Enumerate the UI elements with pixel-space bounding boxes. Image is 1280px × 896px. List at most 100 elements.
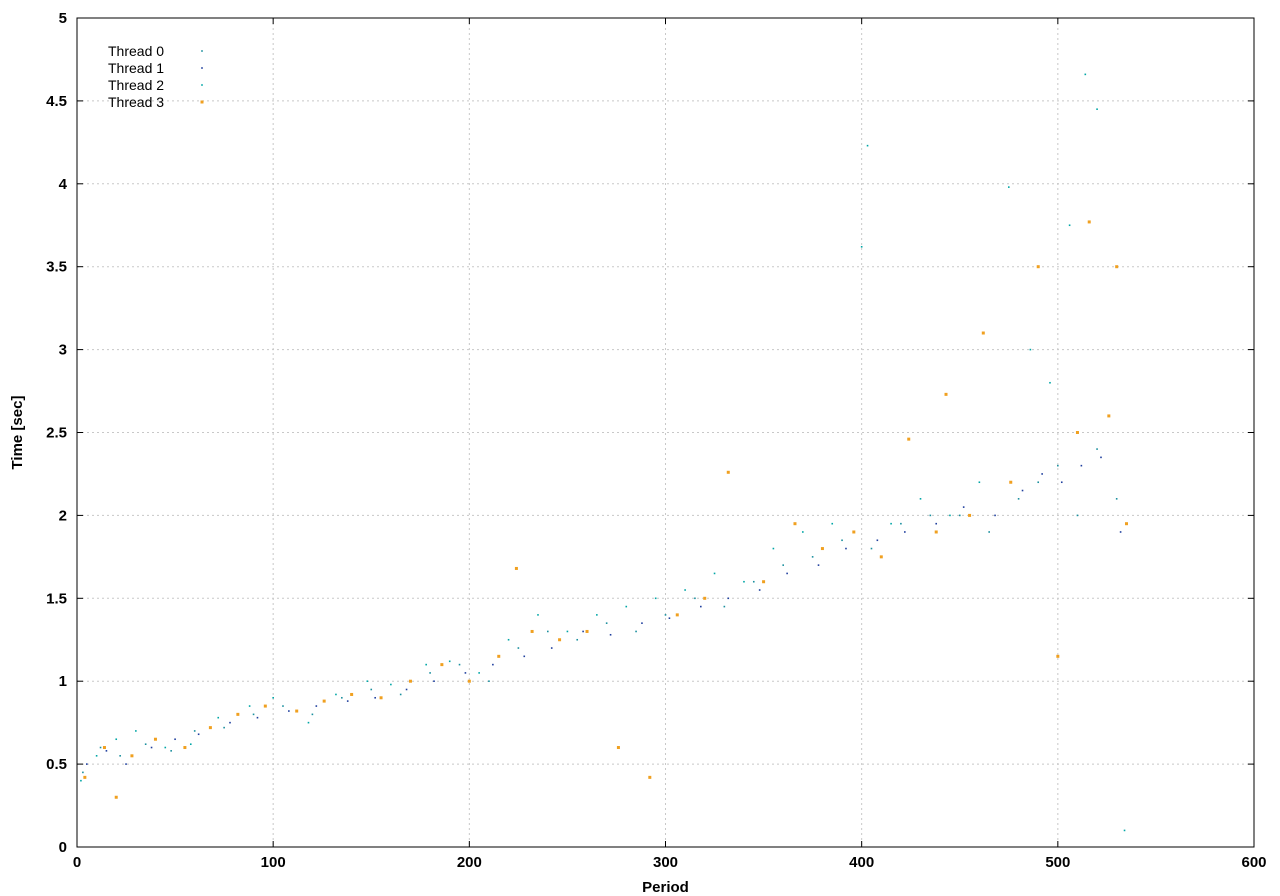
data-point-thread-0: [929, 514, 932, 517]
data-point-thread-1: [523, 655, 526, 658]
data-point-thread-2: [1068, 224, 1071, 227]
data-point-thread-3: [648, 775, 652, 779]
data-point-thread-3: [379, 696, 383, 700]
data-point-thread-2: [949, 514, 951, 517]
data-point-thread-2: [135, 730, 137, 732]
data-point-thread-1: [786, 572, 788, 575]
data-point-thread-2: [566, 630, 569, 633]
data-point-thread-2: [1049, 381, 1051, 384]
data-point-thread-1: [125, 763, 127, 765]
x-axis-label: Period: [642, 879, 689, 896]
data-point-thread-3: [944, 392, 948, 396]
x-tick-label: 400: [849, 854, 874, 871]
data-point-thread-2: [248, 705, 251, 707]
data-point-thread-0: [223, 726, 225, 729]
x-tick-label: 0: [73, 854, 81, 871]
data-point-thread-0: [517, 647, 520, 649]
data-point-thread-3: [675, 613, 679, 617]
data-point-thread-1: [464, 672, 467, 674]
legend-entry-label: Thread 3: [108, 94, 164, 110]
data-point-thread-3: [467, 679, 471, 683]
data-point-thread-2: [772, 547, 775, 550]
data-point-thread-3: [1056, 654, 1060, 658]
data-point-thread-0: [723, 605, 726, 608]
legend-entry-label: Thread 2: [108, 77, 164, 93]
data-point-thread-1: [229, 721, 231, 724]
data-point-thread-1: [582, 630, 584, 633]
legend-entry-label: Thread 0: [108, 43, 164, 59]
data-point-thread-0: [1096, 448, 1098, 450]
data-point-thread-0: [282, 705, 284, 707]
grid-lines: [77, 18, 1254, 847]
data-point-thread-1: [86, 763, 88, 765]
data-point-thread-3: [236, 712, 240, 716]
data-point-thread-3: [408, 679, 412, 683]
x-tick-label: 300: [653, 854, 678, 871]
data-point-thread-1: [609, 633, 612, 636]
data-point-thread-3: [558, 638, 562, 642]
data-point-thread-2: [684, 589, 686, 591]
data-point-thread-3: [762, 580, 766, 584]
data-point-thread-3: [1115, 265, 1119, 269]
data-point-thread-3: [263, 704, 267, 708]
x-tick-label: 600: [1241, 854, 1266, 871]
data-point-thread-0: [311, 713, 314, 716]
data-point-thread-2: [217, 716, 220, 719]
data-point-thread-1: [1119, 531, 1122, 533]
legend-marker: [201, 67, 203, 69]
data-point-thread-0: [193, 730, 196, 732]
data-point-thread-3: [616, 746, 620, 750]
data-point-thread-2: [1123, 829, 1126, 832]
data-point-thread-2: [596, 614, 598, 616]
data-point-thread-3: [1036, 265, 1040, 269]
data-point-thread-0: [144, 743, 147, 746]
data-point-thread-3: [934, 530, 938, 534]
y-tick-label: 2.5: [46, 425, 67, 442]
data-point-thread-1: [1060, 481, 1063, 484]
data-point-thread-3: [183, 746, 187, 750]
x-tick-label: 100: [261, 854, 286, 871]
data-point-thread-1: [197, 733, 200, 736]
data-point-thread-0: [635, 630, 637, 633]
data-point-thread-3: [83, 775, 87, 779]
data-point-thread-0: [752, 580, 755, 583]
data-point-thread-2: [448, 660, 451, 663]
data-point-thread-2: [425, 663, 427, 666]
data-point-thread-2: [507, 638, 510, 641]
data-point-thread-0: [82, 771, 84, 774]
data-point-thread-1: [105, 750, 108, 752]
y-tick-label: 4: [59, 176, 68, 193]
data-point-thread-1: [150, 746, 153, 749]
data-point-thread-0: [252, 713, 255, 716]
data-point-thread-2: [478, 672, 480, 674]
data-point-thread-0: [429, 672, 431, 674]
data-point-thread-1: [346, 700, 349, 702]
data-point-thread-3: [703, 596, 707, 600]
data-point-thread-2: [625, 605, 628, 608]
data-point-thread-2: [115, 738, 118, 741]
data-point-thread-0: [811, 556, 814, 558]
data-point-thread-2: [272, 696, 274, 699]
data-point-thread-2: [189, 743, 192, 746]
data-point-thread-3: [130, 754, 134, 758]
data-point-thread-1: [700, 605, 702, 608]
data-point-thread-2: [1084, 73, 1087, 76]
data-point-thread-3: [852, 530, 856, 534]
data-point-thread-1: [641, 622, 643, 624]
data-point-thread-0: [870, 547, 873, 550]
data-point-thread-0: [1115, 498, 1118, 500]
data-point-thread-0: [782, 564, 784, 566]
data-point-thread-1: [550, 647, 553, 649]
data-point-thread-1: [962, 506, 965, 508]
data-point-thread-3: [1009, 480, 1013, 484]
data-point-thread-1: [727, 597, 730, 600]
data-point-thread-1: [256, 716, 259, 719]
y-tick-label: 3: [59, 342, 67, 359]
data-point-thread-1: [817, 564, 820, 566]
data-point-thread-1: [174, 738, 176, 741]
y-tick-label: 1: [59, 673, 67, 690]
data-point-thread-3: [820, 547, 824, 551]
y-tick-label: 3.5: [46, 259, 67, 276]
